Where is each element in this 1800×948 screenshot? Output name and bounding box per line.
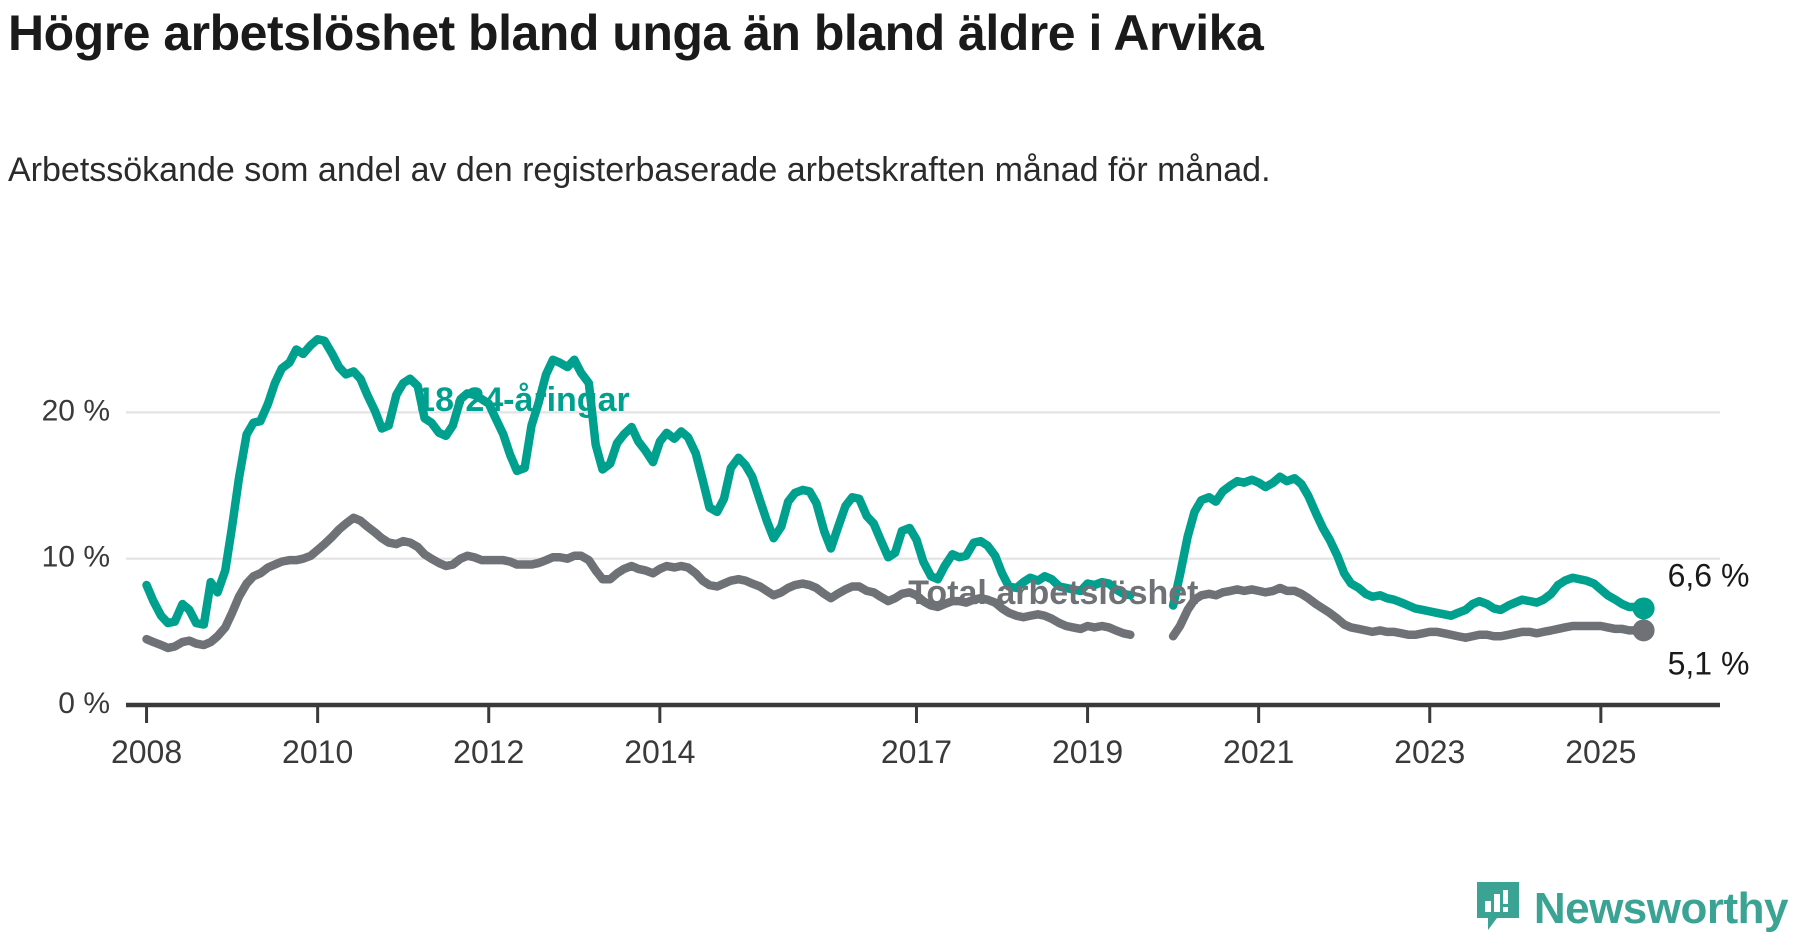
x-axis-tick-label: 2019 [1052,734,1123,770]
y-axis-tick-label: 10 % [42,541,110,574]
series-line-youth [142,335,1648,629]
x-axis-tick-label: 2008 [111,734,182,770]
unemployment-line-chart: 0 % 10 % 20 % 2008 2010 2012 2014 2017 2019 2021… [42,335,1750,770]
x-axis-tick-label: 2010 [282,734,353,770]
series-annotations-group: 18-24-åringar Total arbetslöshet [416,381,1198,612]
end-label-youth: 6,6 % [1668,557,1750,593]
x-axis-tick-label: 2023 [1394,734,1465,770]
series-label: Total arbetslöshet [908,574,1198,612]
x-axis-tick-label: 2017 [881,734,952,770]
series-endpoint-dot [1632,619,1655,642]
page-title: Högre arbetslöshet bland unga än bland ä… [8,5,1264,61]
page-subtitle: Arbetssökande som andel av den registerb… [8,151,1271,189]
x-axis-tick-label: 2021 [1223,734,1294,770]
end-label-total: 5,1 % [1668,645,1750,681]
x-axis-tick-label: 2025 [1565,734,1636,770]
logo-wordmark: Newsworthy [1533,883,1789,933]
x-axis-labels-group: 2008 2010 2012 2014 2017 2019 2021 2023 2025 [111,734,1636,770]
y-axis-tick-label: 0 % [58,687,110,720]
series-endpoints-group [1632,597,1655,642]
bar-chart-bubble-icon [1474,879,1522,938]
series-label: 18-24-åringar [416,381,630,419]
y-axis-labels-group: 0 % 10 % 20 % [42,394,110,720]
series-endpoint-dot [1632,597,1655,620]
series-paths-group [142,335,1648,653]
series-line-total [142,513,1648,653]
gridlines-group [126,411,1720,560]
x-axis-tick-label: 2014 [624,734,695,770]
chart-plot-area: 0 % 10 % 20 % 2008 2010 2012 2014 2017 2019 2021… [0,280,1800,790]
x-tickmarks-group [145,707,1603,723]
x-axis-tick-label: 2012 [453,734,524,770]
end-value-labels-group: 6,6 % 5,1 % [1668,557,1750,681]
newsworthy-logo[interactable]: Newsworthy [1474,879,1789,938]
y-axis-tick-label: 20 % [42,394,110,427]
